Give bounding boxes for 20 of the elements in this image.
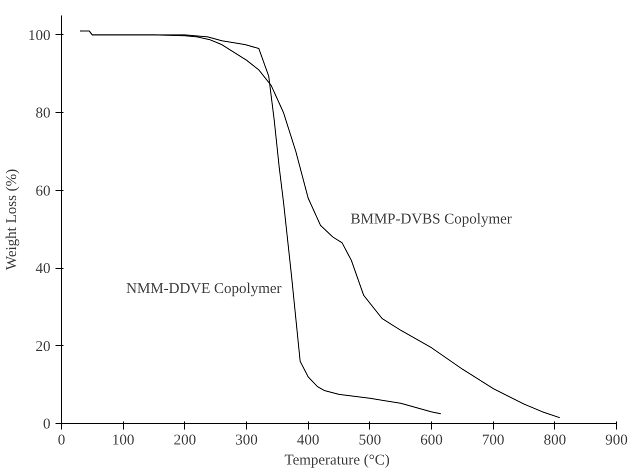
y-axis-title: Weight Loss (%) xyxy=(4,168,20,270)
y-tick-label: 100 xyxy=(28,28,50,44)
x-tick-label: 400 xyxy=(296,432,320,448)
series-label: NMM-DDVE Copolymer xyxy=(126,280,282,297)
y-tick-label: 80 xyxy=(36,106,50,122)
x-tick-label: 700 xyxy=(482,432,504,448)
x-tick-label: 900 xyxy=(605,432,628,448)
y-tick-label: 20 xyxy=(36,338,50,355)
y-tick-label: 0 xyxy=(43,416,50,432)
x-axis-title: Temperature (°C) xyxy=(284,452,390,468)
x-tick-label: 300 xyxy=(235,432,258,448)
series-label: BMMP-DVBS Copolymer xyxy=(350,212,512,228)
x-tick-label: 800 xyxy=(544,432,566,448)
x-tick-label: 0 xyxy=(58,432,66,448)
y-tick-label: 60 xyxy=(36,183,50,200)
x-tick-label: 200 xyxy=(174,432,196,448)
x-tick-label: 600 xyxy=(420,432,443,448)
y-tick-label: 40 xyxy=(36,261,50,278)
x-tick-label: 500 xyxy=(358,432,382,448)
x-tick-label: 100 xyxy=(112,432,134,448)
